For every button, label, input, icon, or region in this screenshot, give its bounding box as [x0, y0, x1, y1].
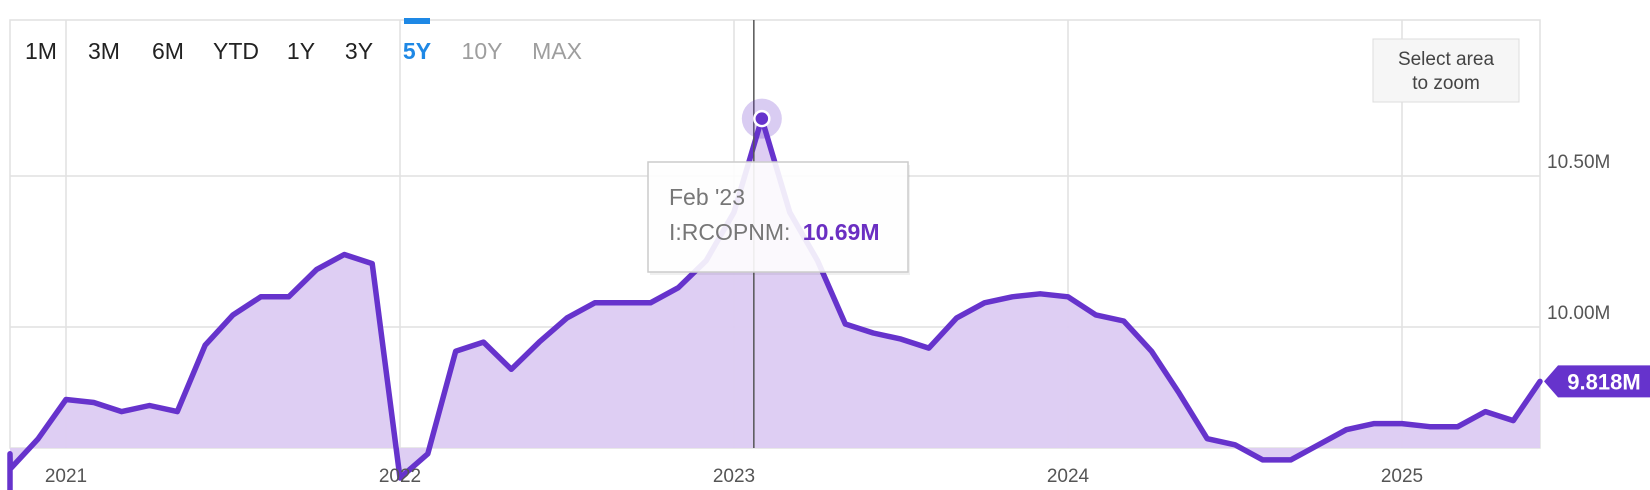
y-tick-label: 10.50M — [1547, 152, 1610, 173]
tooltip-box — [647, 161, 909, 273]
range-selector[interactable]: 1M 3M 6M YTD 1Y 3Y 5Y 10Y MAX — [25, 18, 582, 64]
series-area — [10, 118, 1540, 490]
range-button-5y[interactable]: 5Y — [403, 38, 431, 64]
range-button-ytd[interactable]: YTD — [213, 38, 259, 64]
range-button-10y: 10Y — [462, 38, 503, 64]
range-button-3y[interactable]: 3Y — [345, 38, 373, 64]
tooltip-value: 10.69M — [803, 219, 880, 245]
y-axis: 10.50M 10.00M — [1547, 152, 1610, 324]
tooltip-series-line: I:RCOPNM: 10.69M — [669, 219, 880, 245]
range-button-max: MAX — [532, 38, 582, 64]
x-tick-label: 2024 — [1047, 466, 1090, 487]
zoom-hint-line-1: Select area — [1398, 49, 1495, 70]
range-button-1y[interactable]: 1Y — [287, 38, 315, 64]
x-axis: 2021 2022 2023 2024 2025 — [45, 466, 1423, 487]
highlight-point — [753, 109, 771, 128]
x-tick-label: 2021 — [45, 466, 87, 487]
range-button-6m[interactable]: 6M — [152, 38, 184, 64]
zoom-hint-box — [1372, 38, 1520, 103]
last-value-badge-text: 9.818M — [1567, 369, 1640, 394]
tooltip: Feb '23 I:RCOPNM: 10.69M — [647, 161, 910, 275]
tooltip-series-label: I:RCOPNM: — [669, 219, 790, 245]
last-value-badge: 9.818M — [1544, 365, 1650, 398]
range-button-1m[interactable]: 1M — [25, 38, 57, 64]
y-tick-label: 10.00M — [1547, 303, 1610, 324]
range-button-3m[interactable]: 3M — [88, 38, 120, 64]
tooltip-date: Feb '23 — [669, 184, 745, 210]
x-tick-label: 2022 — [379, 466, 421, 487]
last-value-badge-shape — [1544, 365, 1650, 398]
zoom-hint: Select area to zoom — [1372, 38, 1520, 103]
active-range-indicator — [404, 18, 430, 24]
x-tick-label: 2025 — [1381, 466, 1423, 487]
x-tick-label: 2023 — [713, 466, 755, 487]
zoom-hint-line-2: to zoom — [1412, 73, 1480, 94]
